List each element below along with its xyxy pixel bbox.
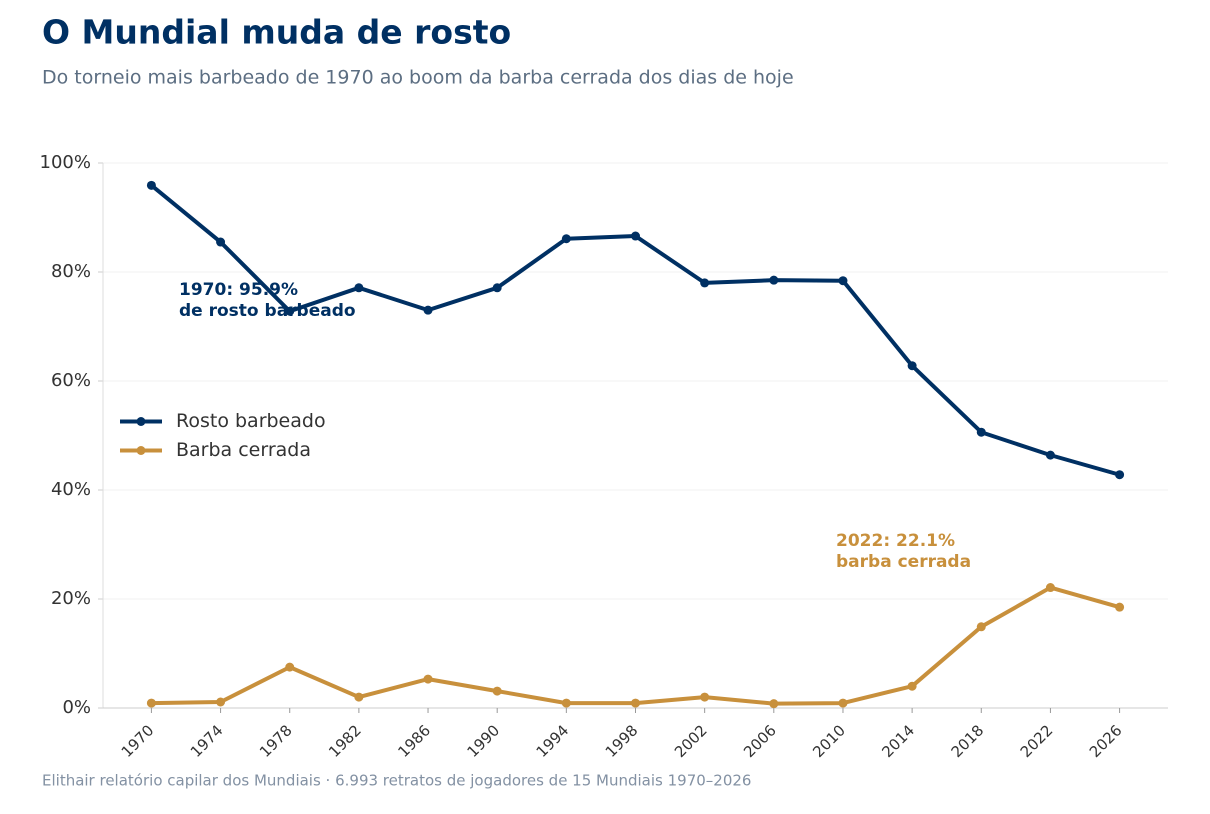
data-point: [492, 283, 502, 293]
data-point: [907, 681, 917, 691]
x-tick-label: 2018: [948, 721, 988, 761]
legend-marker: [136, 417, 146, 426]
data-point: [976, 622, 986, 632]
data-point: [146, 180, 156, 190]
source-note: Elithair relatório capilar dos Mundiais …: [42, 772, 751, 790]
data-point: [216, 697, 226, 707]
legend-label: Barba cerrada: [176, 439, 311, 461]
data-point: [1115, 470, 1125, 480]
data-point: [631, 231, 640, 241]
annotation: de rosto barbeado: [179, 301, 356, 321]
chart-subtitle: Do torneio mais barbeado de 1970 ao boom…: [42, 67, 794, 89]
y-tick-label: 80%: [51, 261, 91, 282]
data-point: [423, 305, 433, 315]
data-point: [354, 692, 364, 702]
x-tick-label: 1982: [325, 721, 365, 761]
y-tick-label: 20%: [51, 588, 91, 609]
series-line: [151, 585, 1121, 706]
x-tick-label: 1994: [533, 721, 573, 761]
data-point: [216, 237, 226, 247]
legend-marker: [136, 446, 146, 455]
data-point: [769, 699, 779, 709]
x-tick-label: 2010: [809, 721, 849, 761]
y-tick-label: 100%: [40, 152, 91, 173]
data-point: [492, 686, 502, 696]
x-tick-label: 1970: [118, 721, 158, 761]
x-tick-label: 1978: [256, 721, 296, 761]
x-tick-label: 2022: [1017, 721, 1057, 761]
x-tick-label: 2014: [878, 721, 918, 761]
x-tick-label: 2002: [671, 721, 711, 761]
data-point: [561, 234, 571, 244]
data-point: [976, 427, 986, 437]
x-tick-label: 1974: [187, 721, 227, 761]
x-tick-label: 2006: [740, 721, 780, 761]
data-point: [838, 698, 848, 708]
data-point: [561, 698, 571, 708]
data-point: [769, 275, 779, 285]
data-point: [1045, 583, 1055, 593]
annotation: barba cerrada: [836, 552, 971, 572]
data-point: [285, 662, 295, 672]
data-point: [700, 278, 710, 288]
x-tick-label: 1998: [602, 721, 642, 761]
data-point: [1045, 450, 1055, 460]
y-tick-label: 40%: [51, 479, 91, 500]
data-point: [354, 283, 364, 293]
annotation: 1970: 95.9%: [179, 280, 298, 300]
data-point: [838, 276, 848, 286]
chart-title: O Mundial muda de rosto: [42, 13, 511, 52]
x-tick-label: 1990: [463, 721, 503, 761]
data-point: [285, 306, 295, 316]
data-point: [146, 698, 156, 708]
data-point: [423, 674, 433, 684]
data-point: [700, 692, 710, 702]
legend-label: Rosto barbeado: [176, 410, 326, 432]
y-tick-label: 60%: [51, 370, 91, 391]
data-point: [907, 361, 917, 371]
data-point: [1115, 602, 1125, 612]
data-point: [631, 698, 640, 708]
annotation: 2022: 22.1%: [836, 531, 955, 551]
x-tick-label: 2026: [1086, 721, 1126, 761]
y-tick-label: 0%: [62, 697, 91, 718]
x-tick-label: 1986: [394, 721, 434, 761]
